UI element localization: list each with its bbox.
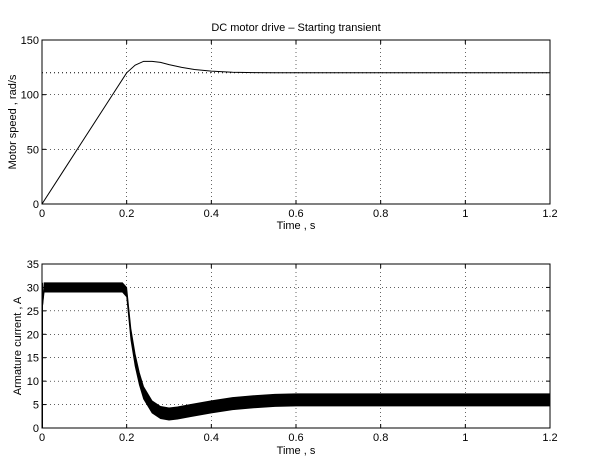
current-x-tick-label: 1.2: [542, 432, 557, 444]
current-x-tick-label: 0: [39, 432, 45, 444]
speed-y-tick-label: 100: [21, 90, 39, 102]
current-y-tick-label: 25: [27, 306, 39, 318]
current-y-tick-label: 0: [33, 423, 39, 435]
speed-x-tick-label: 1.2: [542, 208, 557, 220]
current-y-tick-label: 10: [27, 376, 39, 388]
current-chart: 0 0.2 0.4 0.6 0.8 1 1.2 0 5 10 15 20 25 30 35 Time , s…: [12, 259, 558, 457]
current-y-tick-label: 20: [27, 329, 39, 341]
speed-x-tick-label: 0.6: [288, 208, 303, 220]
current-y-tick-label: 5: [33, 400, 39, 412]
speed-x-tick-label: 0: [39, 208, 45, 220]
speed-series-layer: [41, 60, 550, 205]
speed-ticks: 0 0.2 0.4 0.6 0.8 1 1.2 0 50 100 150: [21, 35, 558, 220]
chart-title: DC motor drive – Starting transient: [211, 22, 380, 34]
current-x-tick-label: 0.4: [204, 432, 219, 444]
current-x-tick-label: 0.8: [373, 432, 388, 444]
speed-series-line: [41, 60, 550, 205]
speed-y-tick-label: 0: [33, 199, 39, 211]
speed-chart: DC motor drive – Starting transient 0 0.2…: [7, 22, 558, 232]
speed-x-axis-label: Time , s: [277, 220, 316, 232]
speed-x-tick-label: 0.8: [373, 208, 388, 220]
speed-y-tick-label: 150: [21, 35, 39, 47]
current-x-tick-label: 1: [462, 432, 468, 444]
speed-x-tick-label: 0.4: [204, 208, 219, 220]
current-series-line: [41, 286, 550, 415]
current-y-axis-label: Armature current , A: [12, 296, 24, 395]
speed-y-axis-label: Motor speed , rad/s: [7, 74, 19, 169]
current-y-tick-label: 30: [27, 282, 39, 294]
current-x-tick-label: 0.6: [288, 432, 303, 444]
speed-y-tick-label: 50: [27, 144, 39, 156]
current-x-axis-label: Time , s: [277, 445, 316, 457]
current-ticks: 0 0.2 0.4 0.6 0.8 1 1.2 0 5 10 15 20 25 30 35: [27, 259, 558, 444]
current-x-tick-label: 0.2: [119, 432, 134, 444]
speed-x-tick-label: 0.2: [119, 208, 134, 220]
current-y-tick-label: 35: [27, 259, 39, 271]
current-y-tick-label: 15: [27, 353, 39, 365]
speed-grid: [42, 40, 550, 204]
speed-x-tick-label: 1: [462, 208, 468, 220]
